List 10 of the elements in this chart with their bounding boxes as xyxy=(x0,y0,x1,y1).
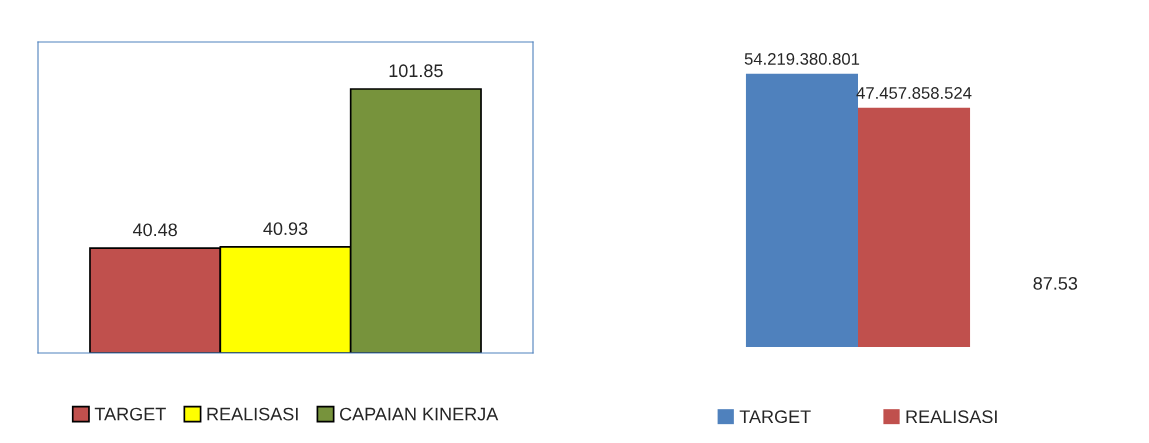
data-label: 40.93 xyxy=(263,222,308,236)
data-label: 40.48 xyxy=(132,223,177,237)
legend-label: CAPAIAN KINERJA xyxy=(339,407,499,421)
data-label: 101.85 xyxy=(389,64,443,78)
text: 87.53 xyxy=(1033,276,1078,290)
legend-label: TARGET xyxy=(739,410,811,424)
legend-label: TARGET xyxy=(94,407,166,421)
legend-label: REALISASI xyxy=(906,410,997,424)
data-label: 54.219.380.801 xyxy=(744,53,860,65)
legend-label: REALISASI xyxy=(207,407,298,421)
